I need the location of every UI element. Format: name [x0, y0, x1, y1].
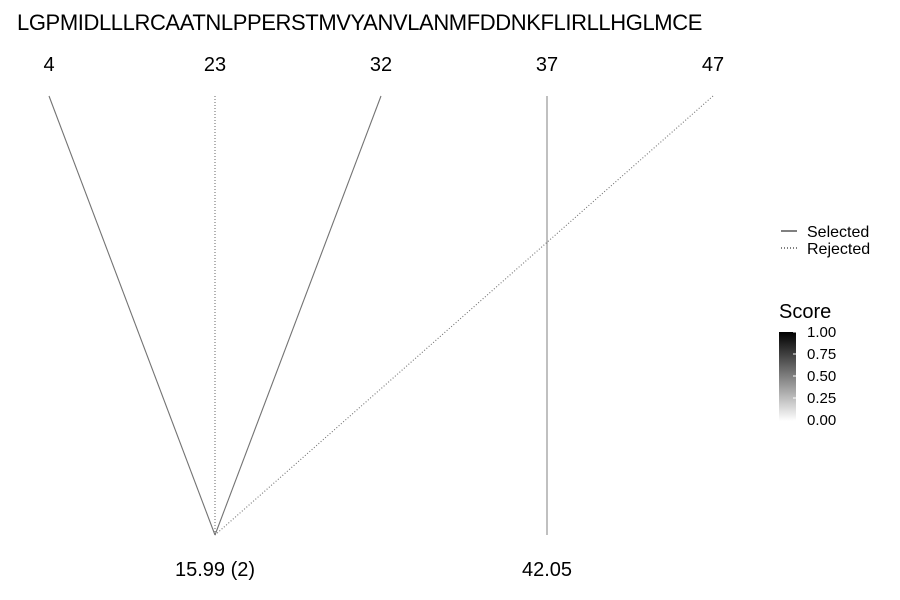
legend-rejected-label: Rejected	[807, 241, 870, 258]
links-layer	[48, 95, 714, 536]
line-type-legend: Selected Rejected	[781, 224, 870, 258]
masses-layer: 15.99 (2) 42.05	[175, 559, 572, 581]
positions-layer: 4 23 32 37 47	[43, 54, 724, 76]
position-label: 4	[43, 54, 54, 76]
score-tick-label: 0.25	[807, 390, 836, 407]
score-legend: Score 1.00 0.75 0.50 0.25 0.00	[779, 301, 836, 429]
position-label: 47	[702, 54, 724, 76]
mass-shift-label: 15.99 (2)	[175, 559, 255, 581]
score-colorbar	[779, 332, 796, 421]
selected-link-line	[48, 95, 216, 536]
position-label: 23	[204, 54, 226, 76]
score-legend-title: Score	[779, 301, 831, 323]
score-ticks: 1.00 0.75 0.50 0.25 0.00	[793, 324, 836, 429]
peptide-sequence: LGPMIDLLLRCAATNLPPERSTMVYANVLANMFDDNKFLI…	[17, 10, 702, 35]
score-tick-label: 0.50	[807, 368, 836, 385]
score-tick-label: 1.00	[807, 324, 836, 341]
legend-selected-label: Selected	[807, 224, 869, 241]
mass-shift-label: 42.05	[522, 559, 572, 581]
score-tick-label: 0.75	[807, 346, 836, 363]
position-label: 37	[536, 54, 558, 76]
position-label: 32	[370, 54, 392, 76]
selected-link-line	[214, 95, 382, 536]
score-tick-label: 0.00	[807, 412, 836, 429]
rejected-link-line	[214, 95, 714, 536]
